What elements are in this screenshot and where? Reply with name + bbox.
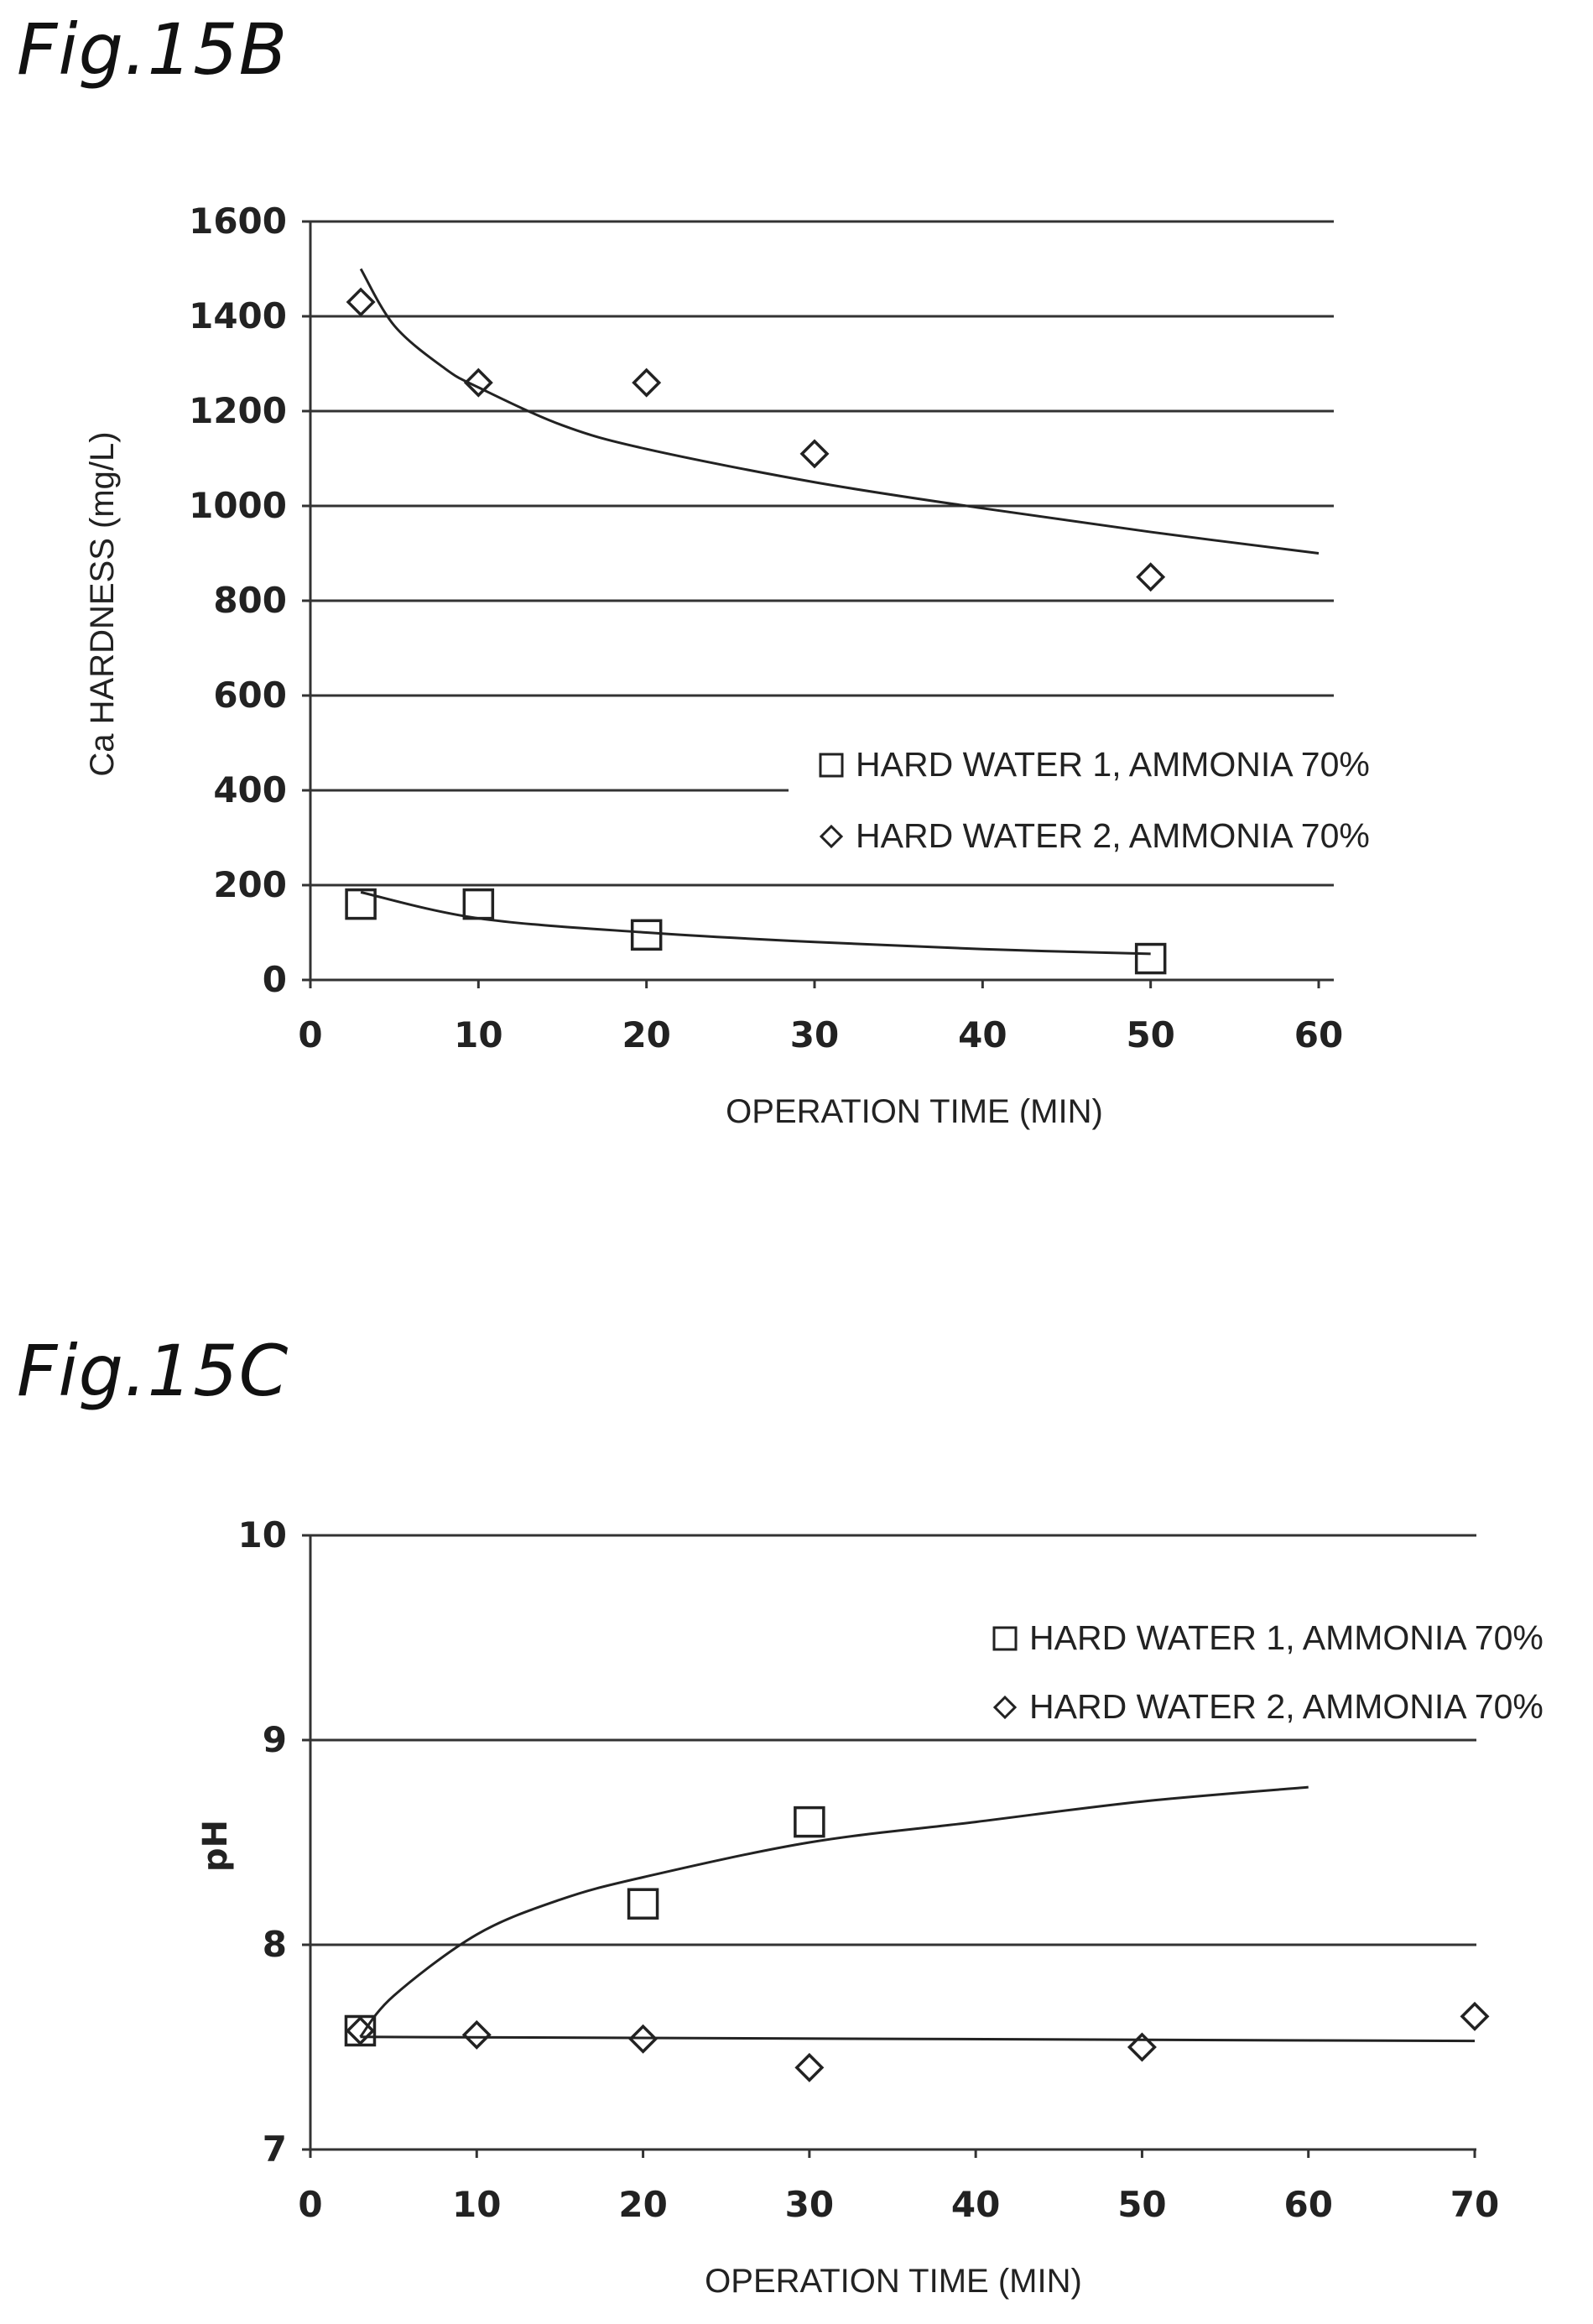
series-square <box>345 888 1167 975</box>
y-axis-title: Ca HARDNESS (mg/L) <box>84 431 121 776</box>
x-tick-label: 20 <box>622 1014 670 1055</box>
legend-square-icon <box>819 753 844 778</box>
y-tick-label: 200 <box>213 864 287 905</box>
y-axis-title: pH <box>196 1820 235 1872</box>
legend-label: HARD WATER 1, AMMONIA 70% <box>856 745 1370 784</box>
y-tick-label: 1000 <box>189 485 287 526</box>
figure-15c-title: Fig.15C <box>17 1330 289 1412</box>
y-tick-label: 1400 <box>189 295 287 336</box>
x-tick-label: 30 <box>785 2184 834 2225</box>
chart-15c: 7 8 9 10 0 10 20 30 40 50 60 70 OPERATION TIME (MIN)… <box>196 1514 1544 2300</box>
data-point-square <box>1134 942 1167 975</box>
x-tick-label: 10 <box>452 2184 501 2225</box>
data-point-diamond <box>463 367 493 398</box>
data-point-diamond <box>1460 2001 1490 2031</box>
data-point-square <box>630 919 663 951</box>
legend-square-icon <box>992 1626 1018 1651</box>
x-tick-label: 0 <box>298 2184 322 2225</box>
data-point-diamond <box>346 2016 375 2045</box>
series-square <box>344 1785 1309 2047</box>
trend-line <box>359 1785 1309 2038</box>
x-tick-label: 10 <box>454 1014 502 1055</box>
data-point-square <box>345 888 377 920</box>
legend: HARD WATER 1, AMMONIA 70% HARD WATER 2, A… <box>992 1618 1544 1726</box>
x-tick-label: 0 <box>298 1014 322 1055</box>
legend: HARD WATER 1, AMMONIA 70% HARD WATER 2, A… <box>819 745 1370 855</box>
x-tick-label: 40 <box>958 1014 1007 1055</box>
data-point-diamond <box>632 367 662 398</box>
x-tick-label: 50 <box>1126 1014 1174 1055</box>
trend-line <box>360 2035 1476 2043</box>
legend-label: HARD WATER 2, AMMONIA 70% <box>1029 1687 1544 1726</box>
legend-item: HARD WATER 1, AMMONIA 70% <box>819 745 1370 784</box>
legend-label: HARD WATER 2, AMMONIA 70% <box>856 816 1370 855</box>
data-point-diamond <box>794 2052 825 2082</box>
data-point-diamond <box>346 287 376 317</box>
data-point-diamond <box>799 439 830 469</box>
series-diamond <box>346 268 1320 592</box>
x-axis-title: OPERATION TIME (MIN) <box>726 1093 1103 1130</box>
legend-item: HARD WATER 2, AMMONIA 70% <box>992 1687 1544 1726</box>
legend-item: HARD WATER 1, AMMONIA 70% <box>992 1618 1544 1657</box>
x-tick-label: 50 <box>1117 2184 1166 2225</box>
y-tick-label: 800 <box>213 580 287 621</box>
y-tick-label: 0 <box>263 959 287 1000</box>
series-diamond <box>346 2001 1490 2082</box>
x-tick-label: 60 <box>1294 1014 1343 1055</box>
legend-item: HARD WATER 2, AMMONIA 70% <box>819 816 1370 855</box>
y-tick-label: 9 <box>263 1719 287 1760</box>
y-tick-label: 1200 <box>189 390 287 431</box>
y-tick-label: 8 <box>263 1924 287 1965</box>
x-tick-label: 60 <box>1283 2184 1332 2225</box>
y-tick-label: 600 <box>213 675 287 716</box>
x-tick-label: 70 <box>1450 2184 1499 2225</box>
data-point-diamond <box>628 2024 659 2054</box>
legend-diamond-icon <box>992 1695 1018 1720</box>
y-tick-label: 10 <box>238 1514 287 1555</box>
data-point-diamond <box>1127 2032 1157 2062</box>
legend-label: HARD WATER 1, AMMONIA 70% <box>1029 1618 1544 1657</box>
data-point-square <box>794 1806 825 1838</box>
x-tick-label: 20 <box>618 2184 667 2225</box>
x-tick-label: 40 <box>951 2184 1000 2225</box>
x-axis-title: OPERATION TIME (MIN) <box>705 2263 1082 2300</box>
trend-line <box>359 268 1320 555</box>
chart-15b: 0 200 400 600 800 1000 1200 1400 1600 0 10 20 30 40 50… <box>84 201 1370 1130</box>
data-point-diamond <box>1136 562 1166 592</box>
y-tick-label: 400 <box>213 769 287 810</box>
data-point-diamond <box>461 2019 492 2050</box>
figure-15b-title: Fig.15B <box>17 8 289 91</box>
y-tick-label: 1600 <box>189 201 287 242</box>
trend-line <box>360 891 1151 956</box>
y-tick-label: 7 <box>263 2129 287 2170</box>
x-tick-label: 30 <box>790 1014 839 1055</box>
legend-diamond-icon <box>819 824 844 849</box>
data-point-square <box>627 1888 659 1920</box>
data-point-square <box>462 888 495 920</box>
